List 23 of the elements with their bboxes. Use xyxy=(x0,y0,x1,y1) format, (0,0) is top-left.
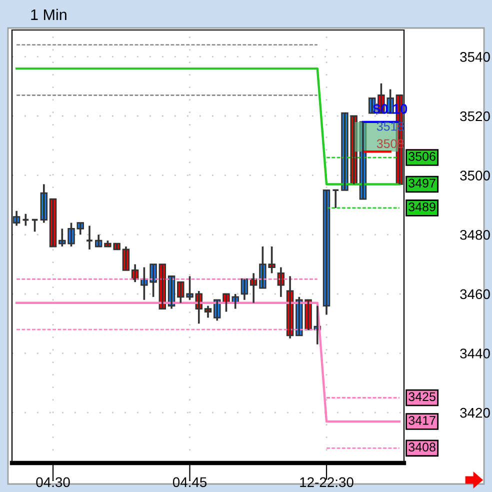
y-tick-label: 3540 xyxy=(460,52,490,62)
candlestick xyxy=(30,218,39,233)
y-tick-label: 3460 xyxy=(460,289,490,300)
x-tick-label: 04:30 xyxy=(36,477,70,488)
x-tick-label: 12-22:30 xyxy=(300,477,354,488)
data-label: 3497 xyxy=(408,178,436,188)
data-label: 3417 xyxy=(408,416,436,425)
candlestick xyxy=(158,263,166,310)
chart-title: 1 Min xyxy=(31,8,66,20)
candlestick xyxy=(49,198,57,248)
y-tick-label: 3500 xyxy=(460,170,490,180)
candlestick xyxy=(86,224,94,250)
y-tick-label: 3420 xyxy=(460,408,490,418)
data-label: 3408 xyxy=(408,442,436,452)
data-label: 3425 xyxy=(408,392,436,402)
y-tick-label: 3520 xyxy=(460,111,490,122)
candlestick xyxy=(332,189,340,209)
y-tick-label: 3440 xyxy=(460,348,490,358)
y-tick-label: 3480 xyxy=(460,230,490,240)
data-label: 3506 xyxy=(408,152,436,161)
candlestick xyxy=(22,212,30,227)
x-tick-label: 04:45 xyxy=(172,477,207,488)
data-label: 3489 xyxy=(408,202,436,212)
